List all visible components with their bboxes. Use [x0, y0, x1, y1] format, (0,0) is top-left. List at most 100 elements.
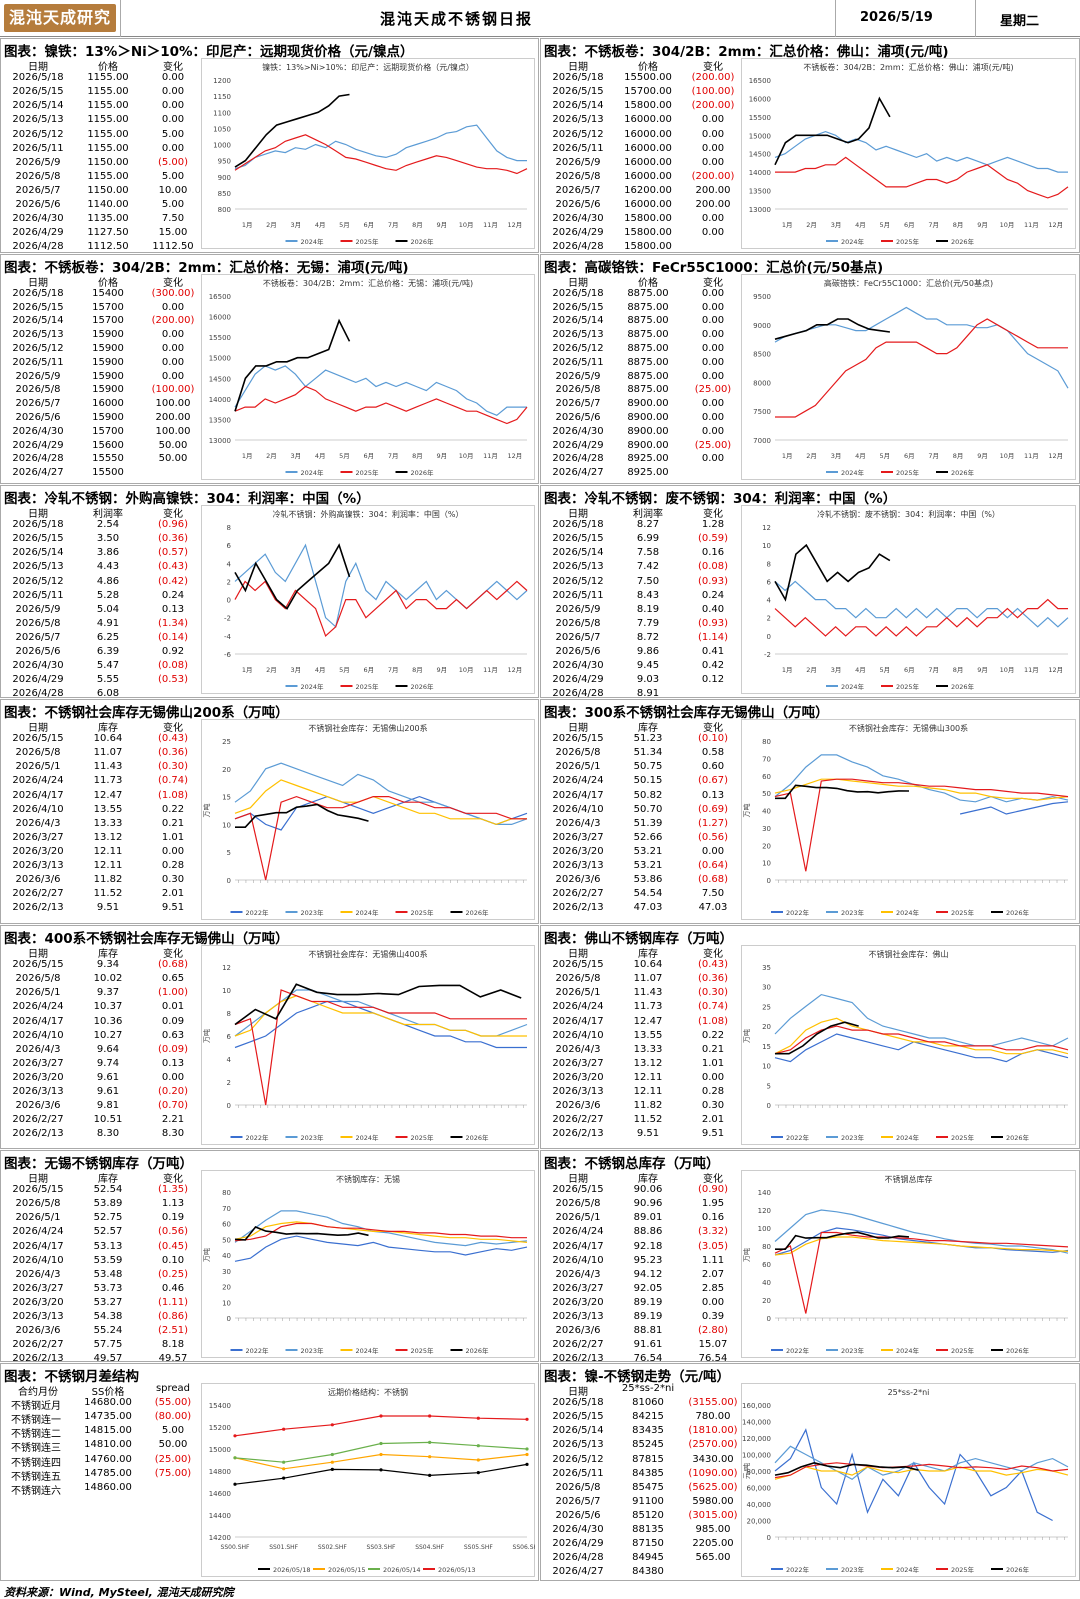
- table-cell: (100.00): [691, 86, 735, 98]
- table-cell: 14760.00: [84, 1453, 132, 1465]
- line-chart: 镍铁：13%>Ni>10%：印尼产：远期现货价格（元/镍点） 800 850 900 9…: [201, 58, 535, 249]
- x-month-label: 6月: [364, 666, 375, 674]
- table-cell: (0.45): [157, 1240, 189, 1252]
- y-tick-label: 0: [767, 1534, 771, 1542]
- chart-title: 不锈钢库存：无锡: [336, 1174, 400, 1184]
- table-cell: 2026/4/10: [552, 1029, 604, 1041]
- legend-label: 2026年: [951, 468, 975, 477]
- table-cell: 7.79: [636, 617, 660, 629]
- y-tick-label: 20: [222, 1284, 231, 1292]
- y-tick-label: 20: [762, 1023, 771, 1031]
- series-point: [428, 1440, 432, 1444]
- table-cell: (5.00): [157, 156, 189, 168]
- table-cell: 2026/4/17: [12, 1015, 64, 1027]
- panel-title: 图表：冷轧不锈钢：外购高镍铁：304：利润率：中国（%）: [4, 491, 370, 507]
- table-cell: (200.00): [691, 72, 735, 84]
- series-line: [774, 993, 1069, 1047]
- table-cell: (0.67): [697, 775, 729, 787]
- table-cell: (0.74): [157, 775, 189, 787]
- series-line: [774, 1231, 1069, 1314]
- legend-label: 2025年: [896, 468, 920, 477]
- series-point: [330, 1452, 334, 1457]
- x-month-label: 2月: [266, 221, 277, 229]
- table-cell: 2026/5/12: [552, 128, 604, 140]
- line-chart: 冷轧不锈钢：废不锈钢：304：利润率：中国（%） -2 0 2 4 6 8 10 12 1月 2月 3…: [741, 505, 1076, 694]
- chart-frame: [201, 274, 535, 480]
- y-tick-label: 30: [222, 1268, 231, 1276]
- column-header: 利润率: [633, 509, 663, 520]
- x-month-label: 9月: [437, 452, 448, 460]
- table-cell: (0.09): [157, 1043, 189, 1055]
- table-cell: 2026/3/13: [12, 1086, 64, 1097]
- table-cell: 0.00: [701, 128, 725, 140]
- table-cell: 0.00: [701, 343, 725, 354]
- table-cell: (80.00): [154, 1411, 192, 1423]
- table-cell: 2026/5/18: [12, 287, 64, 299]
- table-cell: 0.00: [701, 425, 725, 437]
- x-month-label: 1月: [242, 452, 253, 460]
- y-tick-label: 15200: [209, 1424, 231, 1432]
- series-line: [774, 778, 1069, 872]
- table-cell: (0.25): [157, 1268, 189, 1280]
- table-cell: 2026/5/1: [15, 761, 61, 773]
- y-tick-label: 80: [762, 1243, 771, 1251]
- x-month-label: 12月: [507, 221, 522, 229]
- legend-label: 2022年: [786, 1133, 810, 1142]
- chart-svg: 镍铁：13%>Ni>10%：印尼产：远期现货价格（元/镍点） 800 850 900 9…: [201, 58, 535, 249]
- table-cell: 6.99: [636, 533, 660, 545]
- table-cell: 9.03: [636, 674, 660, 686]
- table-cell: 87150: [632, 1538, 664, 1550]
- table-cell: 0.00: [161, 370, 185, 382]
- chart-title: 高碳铬铁：FeCr55C1000：汇总价(元/50基点): [824, 278, 993, 288]
- table-cell: 54.54: [633, 888, 663, 900]
- chart-svg: 高碳铬铁：FeCr55C1000：汇总价(元/50基点) 7000 7500 8000…: [741, 274, 1076, 480]
- table-cell: 2026/5/9: [555, 603, 601, 615]
- x-month-label: 1月: [782, 452, 793, 460]
- table-cell: 11.52: [93, 888, 123, 900]
- y-tick-label: 5: [767, 1082, 771, 1090]
- table-cell: 2026/3/27: [552, 831, 604, 843]
- y-tick-label: 160,000: [742, 1402, 771, 1410]
- table-cell: (0.30): [157, 761, 189, 773]
- panel-title: 图表：400系不锈钢社会库存无锡佛山（万吨）: [4, 931, 289, 947]
- x-month-label: 7月: [388, 666, 399, 674]
- x-month-label: 12月: [1048, 221, 1063, 229]
- table-cell: 2026/4/30: [12, 425, 64, 437]
- x-month-label: 4月: [855, 666, 866, 674]
- table-cell: 15700.00: [624, 86, 672, 98]
- table-cell: 0.28: [701, 1086, 725, 1097]
- y-tick-label: 1050: [213, 125, 231, 133]
- table-cell: 2026/3/20: [12, 1296, 64, 1308]
- y-tick-label: 20: [762, 1297, 771, 1305]
- x-month-label: 9月: [977, 452, 988, 460]
- column-header: 变化: [163, 949, 183, 960]
- column-header: spread: [155, 1383, 191, 1394]
- table-cell: 2026/3/6: [555, 1325, 601, 1337]
- table-cell: 83435: [632, 1425, 664, 1437]
- series-line: [234, 762, 528, 825]
- legend-label: 2023年: [841, 1346, 865, 1355]
- table-cell: 2026/3/6: [555, 1100, 601, 1112]
- x-month-label: 2月: [266, 452, 277, 460]
- x-month-label: 8月: [953, 666, 964, 674]
- chart-svg: 冷轧不锈钢：废不锈钢：304：利润率：中国（%） -2 0 2 4 6 8 10 12 1月 2月 3…: [741, 505, 1076, 694]
- table-cell: 1155.00: [87, 72, 129, 84]
- table-cell: (0.59): [697, 533, 729, 545]
- table-cell: (3.05): [697, 1240, 729, 1252]
- source-footer: 资料来源：Wind, MySteel, 混沌天成研究院: [4, 1586, 234, 1599]
- chart-title: 冷轧不锈钢：废不锈钢：304：利润率：中国（%）: [817, 509, 1000, 519]
- y-tick-label: 10: [762, 542, 771, 550]
- legend-label: 2024年: [896, 1565, 920, 1574]
- y-tick-label: 4: [767, 597, 772, 605]
- table-cell: 2026/5/11: [552, 356, 604, 368]
- table-cell: 1155.00: [87, 100, 129, 112]
- series-point: [233, 1434, 237, 1438]
- table-cell: 0.24: [701, 589, 725, 601]
- column-header: 变化: [163, 723, 183, 734]
- legend-label: 2025年: [356, 468, 380, 477]
- table-cell: 2026/4/27: [12, 467, 64, 479]
- x-month-label: 5月: [339, 452, 350, 460]
- series-point: [379, 1468, 383, 1472]
- table-cell: (0.93): [697, 617, 729, 629]
- table-cell: 9.51: [636, 1128, 660, 1140]
